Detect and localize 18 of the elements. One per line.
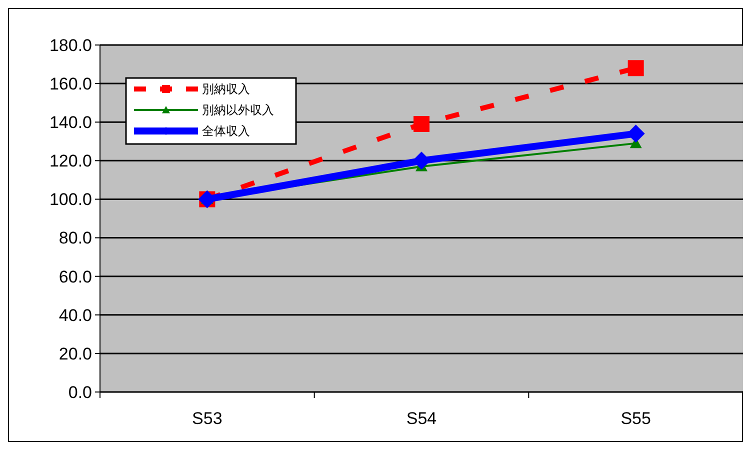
point [414,116,430,132]
x-tick-label: S54 [406,409,437,428]
x-tick-label: S55 [620,409,651,428]
y-tick-label: 60.0 [58,267,92,286]
y-tick-label: 120.0 [49,152,92,171]
y-tick-label: 180.0 [49,36,92,55]
legend-label: 別納以外収入 [202,103,274,118]
y-tick-label: 140.0 [49,113,92,132]
point [628,60,644,76]
y-tick-label: 100.0 [49,190,92,210]
y-tick-label: 40.0 [58,306,92,325]
legend-label: 全体収入 [202,124,250,138]
x-tick-label: S53 [192,409,222,428]
legend-label: 別納収入 [202,82,250,96]
y-tick-label: 20.0 [58,344,92,364]
y-tick-label: 0.0 [68,382,92,402]
y-tick-label: 80.0 [58,228,92,248]
y-tick-label: 160.0 [49,74,92,94]
